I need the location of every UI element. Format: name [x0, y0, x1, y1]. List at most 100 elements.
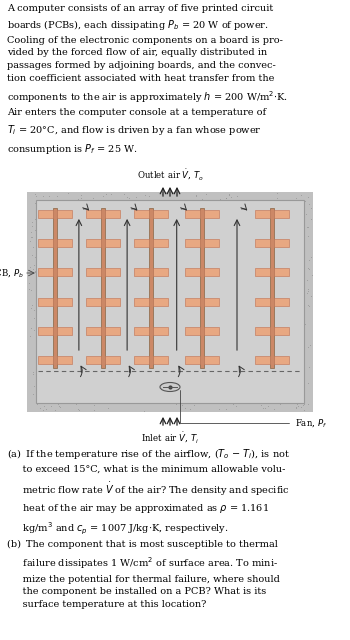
Point: [142, 190, 148, 200]
Point: [105, 403, 111, 413]
Point: [309, 214, 314, 225]
Point: [40, 404, 46, 415]
Point: [307, 255, 312, 265]
Point: [28, 285, 34, 296]
Bar: [204, 239, 219, 247]
Bar: [274, 239, 289, 247]
Point: [28, 227, 34, 237]
Point: [34, 399, 40, 409]
Text: PCB, $P_b$: PCB, $P_b$: [0, 267, 24, 279]
Point: [27, 331, 33, 341]
Point: [272, 404, 277, 414]
Bar: [134, 268, 149, 276]
Point: [52, 404, 57, 415]
Point: [199, 194, 205, 204]
Point: [75, 194, 81, 204]
Point: [30, 367, 35, 377]
Point: [30, 369, 36, 380]
Point: [274, 193, 280, 204]
Point: [146, 191, 152, 202]
Bar: [255, 239, 270, 247]
Bar: [255, 327, 270, 335]
Point: [223, 193, 229, 204]
Point: [226, 189, 232, 199]
Point: [265, 401, 271, 411]
Bar: [105, 268, 120, 276]
Point: [300, 401, 306, 411]
Point: [63, 398, 69, 408]
Bar: [185, 239, 200, 247]
Point: [65, 188, 70, 198]
Point: [302, 372, 307, 383]
Bar: [274, 327, 289, 335]
Point: [29, 323, 34, 333]
Point: [29, 220, 35, 230]
Point: [141, 406, 147, 416]
Point: [33, 191, 38, 202]
Point: [27, 284, 32, 294]
Bar: [57, 298, 72, 306]
Bar: [57, 268, 72, 276]
Text: A computer consists of an array of five printed circuit
boards (PCBs), each diss: A computer consists of an array of five …: [7, 4, 288, 156]
Point: [305, 300, 311, 310]
Point: [305, 275, 310, 285]
Point: [40, 191, 46, 201]
Point: [228, 192, 233, 202]
Point: [309, 270, 315, 280]
Point: [29, 300, 35, 310]
Bar: [38, 298, 53, 306]
Point: [304, 221, 309, 232]
Point: [46, 191, 52, 201]
Bar: [255, 298, 270, 306]
Point: [159, 189, 165, 199]
Point: [308, 291, 314, 301]
Point: [90, 193, 96, 204]
Bar: [27, 192, 313, 412]
Bar: [204, 298, 219, 306]
Point: [295, 401, 301, 411]
Bar: [185, 327, 200, 335]
Bar: [38, 356, 53, 364]
Bar: [153, 268, 168, 276]
Point: [305, 284, 310, 294]
Point: [246, 398, 252, 408]
Bar: [204, 210, 219, 218]
Bar: [105, 327, 120, 335]
Point: [29, 250, 35, 260]
Point: [30, 264, 36, 274]
Point: [176, 195, 181, 205]
Point: [32, 260, 37, 271]
Point: [304, 287, 310, 298]
Point: [306, 264, 312, 274]
Point: [27, 262, 33, 273]
Point: [203, 189, 209, 199]
Point: [121, 189, 127, 199]
Bar: [134, 298, 149, 306]
Point: [28, 303, 33, 313]
Bar: [274, 356, 289, 364]
Bar: [38, 327, 53, 335]
Ellipse shape: [160, 383, 180, 392]
Point: [219, 195, 225, 205]
Point: [108, 189, 114, 200]
Point: [91, 400, 97, 410]
Bar: [134, 356, 149, 364]
Point: [27, 236, 32, 246]
Point: [182, 403, 188, 413]
Point: [30, 388, 36, 399]
Bar: [274, 298, 289, 306]
Point: [303, 209, 309, 220]
Point: [250, 398, 255, 408]
Point: [226, 189, 231, 200]
Point: [43, 404, 49, 414]
Point: [33, 290, 38, 300]
Point: [133, 191, 139, 202]
Text: (b) The component that is most susceptible to thermal
     failure dissipates 1 : (b) The component that is most susceptib…: [7, 540, 280, 609]
Point: [230, 399, 236, 410]
Bar: [38, 268, 53, 276]
Point: [306, 191, 311, 202]
Text: Inlet air $\dot{V}$, $T_i$: Inlet air $\dot{V}$, $T_i$: [141, 430, 199, 445]
Point: [216, 403, 222, 413]
Bar: [200, 208, 204, 368]
Bar: [57, 239, 72, 247]
